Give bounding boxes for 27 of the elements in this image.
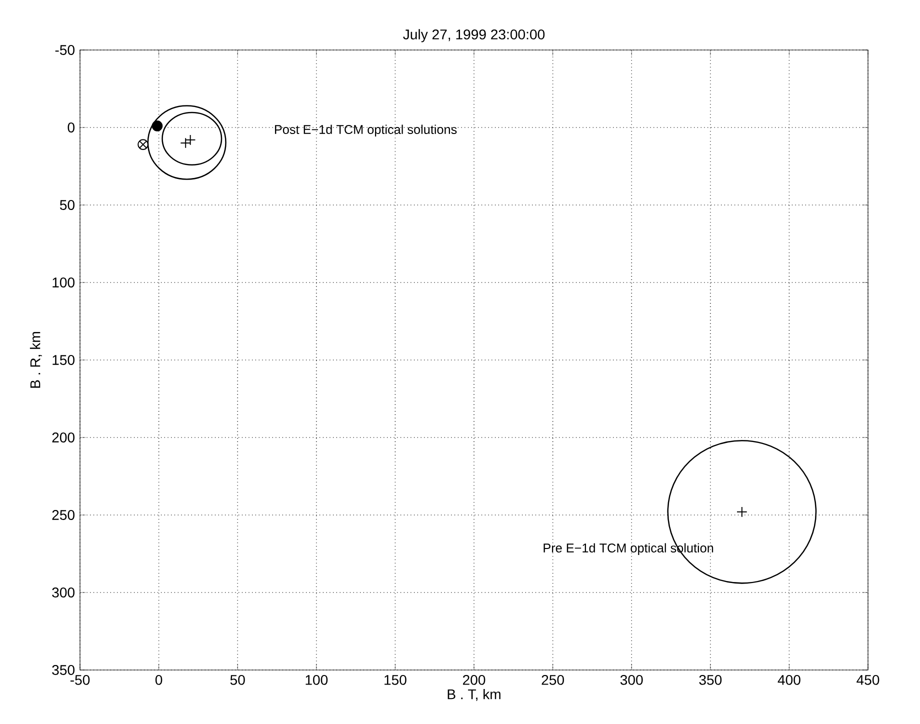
y-tick-label: 250 — [52, 510, 74, 520]
x-tick-label: 50 — [230, 674, 245, 685]
y-axis-title: B . R, km — [30, 332, 42, 388]
y-tick-label: 150 — [52, 355, 74, 365]
x-tick-label: 100 — [306, 674, 328, 685]
x-tick-label: 300 — [620, 674, 643, 685]
x-tick-label: 250 — [542, 674, 564, 685]
x-tick-label: 400 — [778, 674, 800, 685]
y-tick-label: -50 — [55, 45, 74, 55]
y-tick-label: 200 — [52, 432, 74, 442]
x-tick-label: 150 — [384, 674, 406, 685]
x-tick-label: 0 — [155, 674, 162, 685]
chart-title: July 27, 1999 23:00:00 — [403, 29, 545, 42]
x-tick-label: -50 — [70, 674, 90, 685]
y-tick-label: 50 — [60, 200, 74, 210]
annotation: Post E−1d TCM optical solutions — [275, 124, 457, 136]
x-tick-label: 350 — [699, 674, 722, 685]
y-tick-label: 100 — [52, 278, 74, 288]
point — [138, 139, 148, 150]
point — [667, 440, 817, 584]
x-axis-title: B . T, km — [448, 688, 500, 701]
y-tick-label: 350 — [52, 665, 74, 675]
y-tick-label: 300 — [52, 588, 74, 598]
x-tick-label: 200 — [462, 674, 486, 685]
y-tick-label: 0 — [68, 122, 74, 132]
x-tick-label: 450 — [856, 674, 880, 685]
point — [152, 120, 163, 132]
